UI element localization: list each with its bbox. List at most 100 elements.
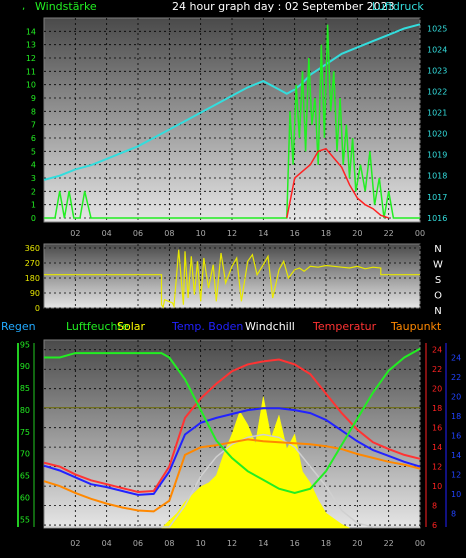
wind-tick-label: 9	[31, 94, 36, 103]
wind-pressure-x-ticks: 02 04 06 08 10 12 14 16 18 20 22 00	[70, 229, 425, 238]
direction-tick-label: 360	[25, 244, 40, 253]
x-tick-label: 06	[133, 539, 143, 548]
ground-temp-y-ticks: 8 10 12 14 16 18 20 22 24	[451, 354, 461, 519]
luftfeuchte-line	[44, 347, 421, 495]
direction-tick-label: 90	[30, 289, 40, 298]
humidity-tick-label: 65	[20, 472, 30, 481]
legend-solar: Solar	[117, 320, 146, 333]
x-tick-label: 00	[415, 539, 425, 548]
humidity-tick-label: 75	[20, 428, 30, 437]
ground-temp-tick-label: 18	[451, 412, 461, 421]
taupunkt-line	[43, 438, 421, 513]
humidity-tick-label: 60	[20, 493, 30, 502]
wind-pressure-grid	[44, 18, 421, 222]
x-tick-label: 18	[321, 229, 331, 238]
windchill-line	[44, 433, 420, 528]
wind-tick-label: 5	[31, 147, 36, 156]
humidity-tick-label: 90	[20, 362, 30, 371]
pressure-tick-label: 1025	[427, 25, 447, 34]
humidity-tick-label: 85	[20, 384, 30, 393]
wind-gust-line	[286, 147, 389, 219]
temperature-tick-label: 6	[432, 521, 437, 530]
wind-speed-line	[44, 24, 420, 219]
pressure-tick-label: 1021	[427, 109, 447, 118]
humidity-tick-label: 70	[20, 450, 30, 459]
wind-tick-label: 8	[31, 107, 36, 116]
wind-tick-label: 0	[31, 214, 36, 223]
x-tick-label: 00	[415, 229, 425, 238]
chart-title: 24 hour graph day : 02 September 2023	[172, 0, 395, 13]
pressure-tick-label: 1016	[427, 214, 447, 223]
ground-temp-tick-label: 16	[451, 432, 461, 441]
x-tick-label: 10	[196, 229, 206, 238]
wind-tick-label: 3	[31, 174, 36, 183]
pressure-tick-label: 1023	[427, 67, 447, 76]
ground-temp-tick-label: 8	[451, 510, 456, 519]
direction-grid	[44, 244, 421, 309]
x-tick-label: 04	[102, 229, 112, 238]
wind-tick-label: 1	[31, 201, 36, 210]
temperatur-line	[43, 358, 421, 494]
temperature-tick-label: 12	[432, 463, 442, 472]
legend-temp-boden: Temp. Boden	[171, 320, 243, 333]
x-tick-label: 08	[164, 229, 174, 238]
wind-tick-label: 4	[31, 161, 36, 170]
temp-x-ticks: 02 04 06 08 10 12 14 16 18 20 22 00	[70, 539, 425, 548]
wind-tick-label: 13	[26, 41, 36, 50]
pressure-axis-label: Luftdruck	[372, 0, 424, 13]
temperature-tick-label: 18	[432, 404, 442, 413]
pressure-tick-label: 1017	[427, 193, 447, 202]
temperature-y-ticks: 6 8 10 12 14 16 18 20 22 24	[432, 346, 442, 530]
ground-temp-tick-label: 24	[451, 354, 461, 363]
solar-area	[160, 396, 350, 529]
pressure-line	[43, 23, 421, 181]
temp-boden-line	[43, 407, 421, 496]
wind-axis-marker: ,	[22, 1, 25, 12]
x-tick-label: 04	[102, 539, 112, 548]
ground-temp-tick-label: 10	[451, 490, 461, 499]
wind-tick-label: 10	[26, 81, 36, 90]
pressure-tick-label: 1018	[427, 172, 447, 181]
wind-tick-label: 14	[26, 27, 36, 36]
compass-label: N	[434, 306, 441, 317]
pressure-tick-label: 1022	[427, 88, 447, 97]
x-tick-label: 10	[196, 539, 206, 548]
humidity-y-ticks: 55 60 65 70 75 80 85 90 95	[20, 340, 30, 524]
x-tick-label: 06	[133, 229, 143, 238]
x-tick-label: 20	[352, 229, 362, 238]
wind-tick-label: 6	[31, 134, 36, 143]
pressure-tick-label: 1024	[427, 46, 447, 55]
legend-regen: Regen	[1, 320, 36, 333]
compass-label: S	[435, 275, 441, 286]
wind-axis-label: Windstärke	[35, 0, 97, 13]
compass-label: W	[433, 260, 443, 271]
compass-label: O	[434, 291, 442, 302]
direction-tick-label: 180	[25, 274, 40, 283]
temperature-tick-label: 10	[432, 482, 442, 491]
humidity-tick-label: 55	[20, 515, 30, 524]
compass-label: N	[434, 244, 441, 255]
temperature-tick-label: 8	[432, 502, 437, 511]
x-tick-label: 22	[384, 229, 394, 238]
temperature-tick-label: 14	[432, 443, 442, 452]
x-tick-label: 02	[70, 229, 80, 238]
pressure-tick-label: 1020	[427, 130, 447, 139]
x-tick-label: 08	[164, 539, 174, 548]
x-tick-label: 20	[352, 539, 362, 548]
direction-tick-label: 270	[25, 259, 40, 268]
wind-tick-label: 2	[31, 187, 36, 196]
x-tick-label: 22	[384, 539, 394, 548]
legend-windchill: Windchill	[245, 320, 295, 333]
x-tick-label: 12	[227, 229, 237, 238]
pressure-y-ticks: 1016 1017 1018 1019 1020 1021 1022 1023 1024 1025	[427, 25, 447, 223]
legend-luftfeuchte: Luftfeuchte	[66, 320, 129, 333]
legend-taupunkt: Taupunkt	[390, 320, 442, 333]
x-tick-label: 14	[258, 539, 268, 548]
temperature-tick-label: 16	[432, 424, 442, 433]
x-tick-label: 18	[321, 539, 331, 548]
legend-temperatur: Temperatur	[312, 320, 377, 333]
wind-tick-label: 12	[26, 54, 36, 63]
